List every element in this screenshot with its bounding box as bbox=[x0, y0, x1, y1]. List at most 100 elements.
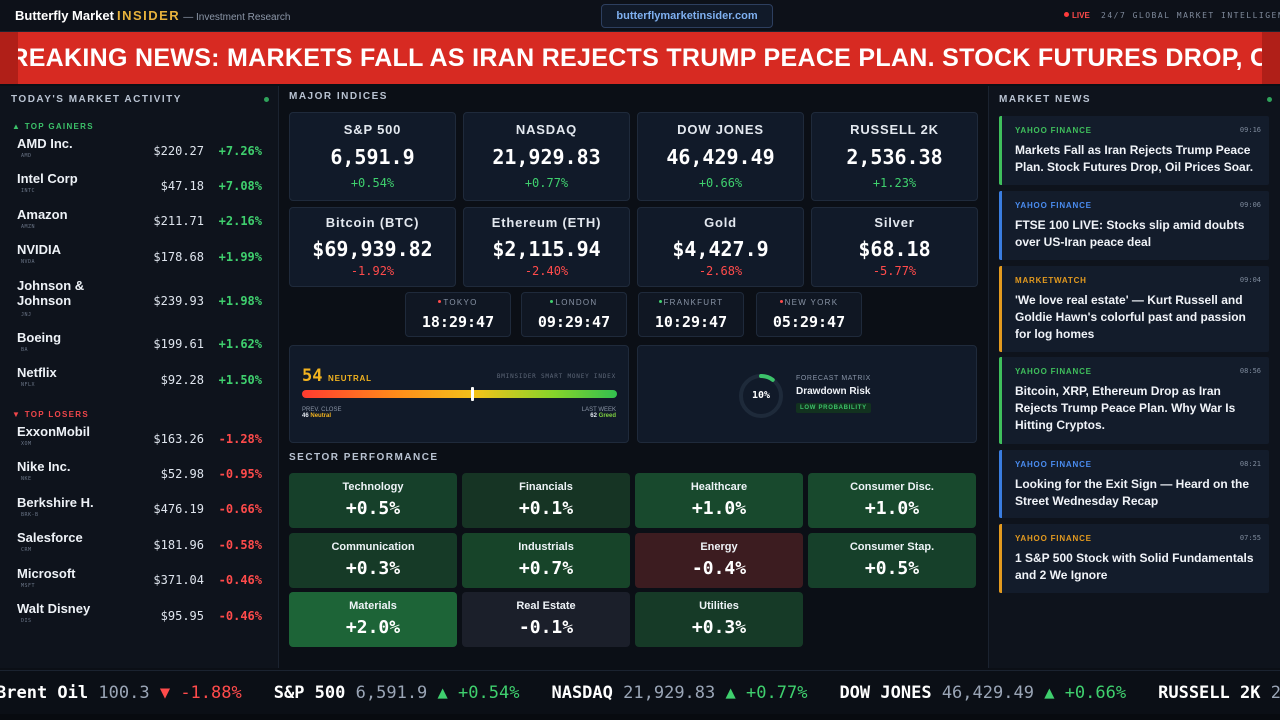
ticker-price: 6,591.9 bbox=[355, 683, 428, 703]
arrow-down-icon: ▼ bbox=[159, 683, 171, 703]
stock-row[interactable]: Amazon AMZN $211.71 +2.16% bbox=[10, 204, 270, 239]
stock-row[interactable]: AMD Inc. AMD $220.27 +7.26% bbox=[10, 133, 270, 168]
sector-tile[interactable]: Healthcare +1.0% bbox=[635, 473, 803, 528]
ticker-item[interactable]: NASDAQ 21,929.83 ▲ +0.77% bbox=[551, 683, 807, 703]
clock-city-name: TOKYO bbox=[443, 298, 478, 307]
news-source: YAHOO FINANCE bbox=[1015, 367, 1092, 376]
index-change: -1.92% bbox=[350, 264, 395, 278]
news-card[interactable]: YAHOO FINANCE 08:56 Bitcoin, XRP, Ethereum… bbox=[999, 357, 1269, 444]
clock-city-name: LONDON bbox=[555, 298, 598, 307]
index-change: +0.66% bbox=[698, 176, 743, 190]
index-card[interactable]: DOW JONES 46,429.49 +0.66% bbox=[637, 112, 804, 201]
news-card[interactable]: YAHOO FINANCE 07:55 1 S&P 500 Stock with S… bbox=[999, 524, 1269, 593]
news-source: YAHOO FINANCE bbox=[1015, 126, 1092, 135]
news-card[interactable]: YAHOO FINANCE 09:16 Markets Fall as Iran R… bbox=[999, 116, 1269, 185]
sector-tile[interactable]: Consumer Disc. +1.0% bbox=[808, 473, 976, 528]
index-card[interactable]: Bitcoin (BTC) $69,939.82 -1.92% bbox=[289, 207, 456, 287]
news-headline[interactable]: Bitcoin, XRP, Ethereum Drop as Iran Reje… bbox=[1015, 384, 1236, 432]
news-headline[interactable]: FTSE 100 LIVE: Stocks slip amid doubts o… bbox=[1015, 218, 1245, 249]
sector-change: +0.1% bbox=[518, 498, 574, 519]
stock-symbol: JNJ bbox=[21, 311, 32, 318]
stock-row[interactable]: Walt Disney DIS $95.95 -0.46% bbox=[10, 598, 270, 633]
last-week: LAST WEEK 62 Greed bbox=[582, 407, 616, 419]
brand-subtitle: — Investment Research bbox=[183, 12, 291, 23]
ticker-item[interactable]: RUSSELL 2K 2,536.38 ▲ +1.23% bbox=[1158, 683, 1280, 703]
news-time: 09:16 bbox=[1239, 126, 1261, 134]
stock-change: -0.46% bbox=[218, 608, 262, 623]
stock-row[interactable]: Intel Corp INTC $47.18 +7.08% bbox=[10, 168, 270, 203]
stock-row[interactable]: Salesforce CRM $181.96 -0.58% bbox=[10, 527, 270, 562]
sector-tile[interactable]: Utilities +0.3% bbox=[635, 592, 803, 647]
news-card[interactable]: MARKETWATCH 09:04 'We love real estate' — … bbox=[999, 266, 1269, 352]
sector-tile[interactable]: Financials +0.1% bbox=[462, 473, 630, 528]
stock-price: $95.95 bbox=[160, 608, 204, 623]
market-activity-panel: TODAY'S MARKET ACTIVITY ▲ TOP GAINERS AM… bbox=[0, 86, 279, 668]
stock-price: $92.28 bbox=[160, 372, 204, 387]
sector-tile[interactable]: Materials +2.0% bbox=[289, 592, 457, 647]
stock-price: $371.04 bbox=[153, 573, 204, 588]
ticker-change: -1.88% bbox=[180, 683, 242, 703]
brand-name: Butterfly Market bbox=[15, 8, 114, 23]
top-bar: Butterfly Market INSIDER — Investment Rese… bbox=[0, 0, 1280, 32]
stock-row[interactable]: Netflix NFLX $92.28 +1.50% bbox=[10, 362, 270, 397]
news-headline[interactable]: 'We love real estate' — Kurt Russell and… bbox=[1015, 293, 1246, 341]
sector-tile[interactable]: Energy -0.4% bbox=[635, 532, 803, 588]
brand-logo[interactable]: Butterfly Market INSIDER — Investment Rese… bbox=[15, 8, 290, 23]
news-source: MARKETWATCH bbox=[1015, 276, 1087, 285]
stock-row[interactable]: Johnson & Johnson JNJ $239.93 +1.98% bbox=[10, 275, 270, 327]
smart-money-index-widget[interactable]: 54 NEUTRAL BMINSIDER SMART MONEY INDEX P… bbox=[289, 345, 629, 443]
stock-name: Amazon bbox=[17, 206, 68, 222]
stock-row[interactable]: Berkshire H. BRK-B $476.19 -0.66% bbox=[10, 492, 270, 527]
news-card[interactable]: YAHOO FINANCE 09:06 FTSE 100 LIVE: Stocks … bbox=[999, 191, 1269, 260]
sector-change: +1.0% bbox=[691, 498, 747, 519]
index-card[interactable]: Gold $4,427.9 -2.68% bbox=[637, 207, 804, 287]
stock-price: $181.96 bbox=[153, 537, 204, 552]
ring-progress bbox=[739, 374, 783, 418]
index-card[interactable]: S&P 500 6,591.9 +0.54% bbox=[289, 112, 456, 201]
breaking-news-banner[interactable]: BREAKING NEWS: MARKETS FALL AS IRAN REJE… bbox=[0, 32, 1280, 84]
stock-row[interactable]: Microsoft MSFT $371.04 -0.46% bbox=[10, 563, 270, 598]
stock-row[interactable]: Nike Inc. NKE $52.98 -0.95% bbox=[10, 456, 270, 491]
index-card[interactable]: NASDAQ 21,929.83 +0.77% bbox=[463, 112, 630, 201]
major-indices-title: MAJOR INDICES bbox=[289, 91, 388, 102]
sector-tile[interactable]: Communication +0.3% bbox=[289, 532, 457, 588]
news-headline[interactable]: Looking for the Exit Sign — Heard on the… bbox=[1015, 477, 1250, 508]
index-value: $69,939.82 bbox=[312, 237, 433, 261]
index-card[interactable]: Ethereum (ETH) $2,115.94 -2.40% bbox=[463, 207, 630, 287]
ticker-item[interactable]: S&P 500 6,591.9 ▲ +0.54% bbox=[274, 683, 520, 703]
sector-tile[interactable]: Real Estate -0.1% bbox=[462, 592, 630, 647]
index-card[interactable]: RUSSELL 2K 2,536.38 +1.23% bbox=[811, 112, 978, 201]
stock-row[interactable]: Boeing BA $199.61 +1.62% bbox=[10, 327, 270, 362]
probability-badge: LOW PROBABILITY bbox=[796, 403, 871, 413]
stock-change: -1.28% bbox=[218, 431, 262, 446]
forecast-matrix-widget[interactable]: 10% FORECAST MATRIX Drawdown Risk LOW PR… bbox=[637, 345, 977, 443]
ticker-item[interactable]: Brent Oil 100.3 ▼ -1.88% bbox=[0, 683, 242, 703]
stock-row[interactable]: NVIDIA NVDA $178.68 +1.99% bbox=[10, 239, 270, 274]
sector-tile[interactable]: Consumer Stap. +0.5% bbox=[808, 532, 976, 588]
ticker-name: S&P 500 bbox=[273, 683, 346, 703]
status-dot-icon bbox=[264, 97, 269, 102]
world-clock: TOKYO 18:29:47 bbox=[405, 292, 511, 337]
stock-row[interactable]: ExxonMobil XOM $163.26 -1.28% bbox=[10, 421, 270, 456]
news-headline[interactable]: Markets Fall as Iran Rejects Trump Peace… bbox=[1015, 143, 1254, 174]
last-week-value: 62 bbox=[590, 413, 597, 419]
news-headline[interactable]: 1 S&P 500 Stock with Solid Fundamentals … bbox=[1015, 551, 1254, 582]
market-activity-title: TODAY'S MARKET ACTIVITY bbox=[11, 94, 182, 105]
sector-tile[interactable]: Industrials +0.7% bbox=[462, 532, 630, 588]
site-url-link[interactable]: butterflymarketinsider.com bbox=[601, 4, 773, 28]
index-card[interactable]: Silver $68.18 -5.77% bbox=[811, 207, 978, 287]
ticker-item[interactable]: DOW JONES 46,429.49 ▲ +0.66% bbox=[839, 683, 1126, 703]
arrow-up-icon: ▲ bbox=[725, 683, 736, 703]
sector-tile[interactable]: Technology +0.5% bbox=[289, 473, 457, 528]
index-change: -5.77% bbox=[872, 264, 917, 278]
index-name: Bitcoin (BTC) bbox=[325, 215, 420, 230]
index-name: S&P 500 bbox=[343, 122, 402, 137]
bottom-ticker: Brent Oil 100.3 ▼ -1.88% S&P 500 6,591.9 … bbox=[0, 670, 1280, 714]
news-card[interactable]: YAHOO FINANCE 08:21 Looking for the Exit S… bbox=[999, 450, 1269, 518]
clock-time: 05:29:47 bbox=[772, 313, 846, 331]
news-accent-bar bbox=[999, 266, 1002, 352]
stock-symbol: BRK-B bbox=[21, 511, 39, 518]
sector-name: Industrials bbox=[518, 540, 574, 553]
stock-symbol: NVDA bbox=[21, 259, 36, 266]
clock-city-name: NEW YORK bbox=[784, 298, 839, 307]
